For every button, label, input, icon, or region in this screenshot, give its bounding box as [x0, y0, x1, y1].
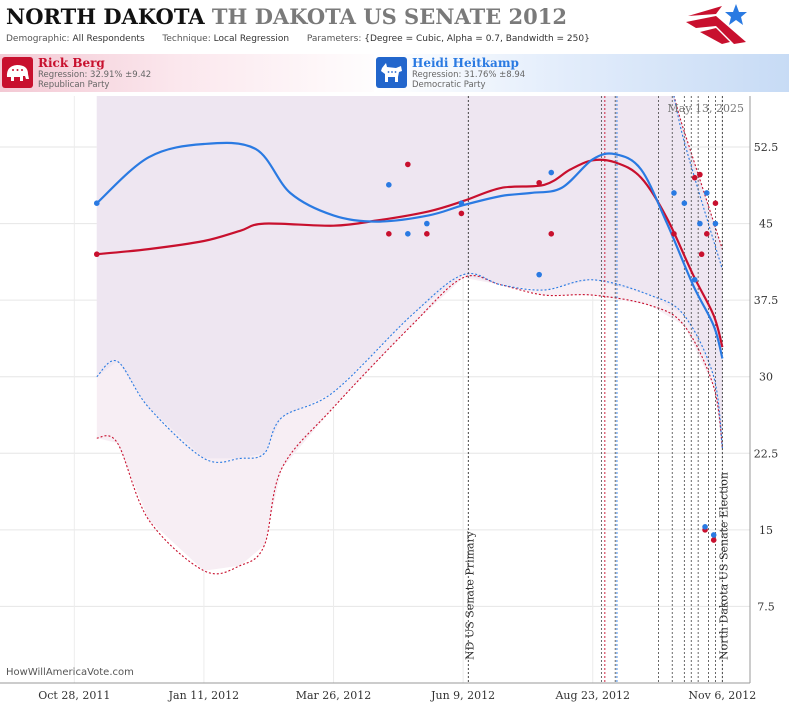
x-tick-label-1: Jan 11, 2012: [168, 689, 240, 702]
site-logo: [686, 2, 750, 48]
poll-point-rep-10: [703, 231, 710, 237]
elephant-icon: [2, 57, 33, 88]
date-label: May 13, 2025: [667, 102, 744, 115]
poll-point-rep-5: [548, 231, 555, 237]
poll-point-rep-3: [458, 210, 465, 217]
candidate-panel-republican: Rick Berg Regression: 32.91% ±9.42 Repub…: [0, 54, 394, 92]
demographic-label: Demographic:: [6, 34, 70, 44]
donkey-icon: [376, 57, 407, 88]
poll-point-dem-12: [702, 524, 708, 530]
band-lower-rep: [96, 275, 723, 575]
poll-point-dem-7: [681, 200, 688, 206]
x-tick-label-3: Jun 9, 2012: [430, 689, 495, 702]
trend-line-dem: [96, 141, 724, 359]
poll-point-dem-5: [548, 169, 555, 176]
candidate-party-dem: Democratic Party: [412, 80, 486, 90]
y-tick-label-3: 30: [759, 371, 773, 384]
candidate-regression-rep: Regression: 32.91% ±9.42: [38, 70, 152, 80]
trend-line-rep: [96, 158, 724, 348]
poll-point-rep-4: [536, 179, 542, 186]
y-tick-label-4: 37.5: [754, 294, 779, 307]
poll-point-dem-11: [712, 220, 719, 227]
poll-point-dem-13: [710, 532, 717, 538]
y-tick-label-2: 22.5: [754, 447, 779, 460]
poll-point-rep-9: [698, 251, 705, 258]
band-lower-dem: [96, 272, 723, 463]
poll-point-rep-1: [405, 161, 411, 168]
poll-point-dem-9: [697, 220, 703, 227]
chart-header: NORTH DAKOTA TH DAKOTA US SENATE 2012 De…: [0, 0, 789, 50]
y-tick-label-1: 15: [759, 524, 773, 537]
axes: 7.5 15 22.5 30 37.5 45 52.5 Oct 28, 2011 Jan 11,…: [0, 96, 778, 702]
confidence-bands: [96, 96, 723, 575]
regression-chart: ND US Senate Primary North Dakota US Sena…: [0, 96, 778, 702]
technique-value: Local Regression: [213, 34, 290, 44]
poll-point-dem-10: [703, 190, 710, 196]
band-upper-rep: [673, 96, 723, 250]
y-tick-label-6: 52.5: [754, 141, 779, 154]
demographic-value: All Respondents: [72, 34, 145, 44]
poll-point-dem-0: [386, 182, 392, 188]
poll-point-rep-8: [697, 171, 703, 178]
poll-point-dem-6: [671, 190, 677, 196]
confidence-band-overlap: [96, 96, 723, 459]
x-tick-label-2: Mar 26, 2012: [296, 689, 372, 702]
site-logo-graphic: [686, 4, 747, 44]
poll-point-dem-4: [536, 271, 542, 278]
site-watermark: HowWillAmericaVote.com: [6, 667, 134, 678]
y-tick-label-5: 45: [759, 218, 773, 231]
parameters-value: {Degree = Cubic, Alpha = 0.7, Bandwidth …: [364, 34, 590, 44]
poll-point-rep-2: [424, 231, 430, 237]
poll-point-rep-13: [710, 537, 717, 543]
parameters-label: Parameters:: [306, 34, 362, 44]
poll-point-rep-11: [712, 200, 719, 206]
candidate-panel-democratic: Heidi Heitkamp Regression: 31.76% ±8.94 …: [374, 54, 789, 92]
event-label-0: ND US Senate Primary: [463, 530, 476, 660]
y-tick-label-0: 7.5: [757, 600, 775, 613]
poll-point-rep-6: [671, 231, 677, 237]
technique-label: Technique:: [162, 34, 211, 44]
x-tick-label-0: Oct 28, 2011: [38, 689, 110, 702]
candidate-regression-dem: Regression: 31.76% ±8.94: [412, 70, 526, 80]
poll-point-rep-7: [691, 174, 698, 181]
trend-start-point-dem: [93, 200, 100, 206]
poll-point-dem-1: [405, 231, 411, 237]
poll-point-dem-2: [424, 220, 430, 227]
chart-title: NORTH DAKOTA TH DAKOTA US SENATE 2012: [6, 4, 567, 29]
poll-point-rep-0: [386, 231, 392, 237]
poll-point-dem-3: [458, 200, 465, 206]
trend-lines: [96, 141, 724, 359]
x-tick-label-5: Nov 6, 2012: [688, 689, 756, 702]
x-tick-label-4: Aug 23, 2012: [554, 689, 630, 702]
poll-points: [93, 161, 719, 543]
poll-point-dem-8: [691, 276, 698, 283]
chart-parameters: Demographic: All Respondents Technique: …: [6, 34, 590, 44]
candidate-party-rep: Republican Party: [38, 80, 110, 90]
candidate-name-rep: Rick Berg: [38, 56, 105, 70]
candidate-name-dem: Heidi Heitkamp: [412, 56, 519, 70]
title-race: TH DAKOTA US SENATE 2012: [211, 4, 567, 29]
event-label-1: North Dakota US Senate Election: [717, 472, 730, 660]
title-state: NORTH DAKOTA: [6, 4, 205, 29]
trend-start-point-rep: [93, 251, 100, 258]
